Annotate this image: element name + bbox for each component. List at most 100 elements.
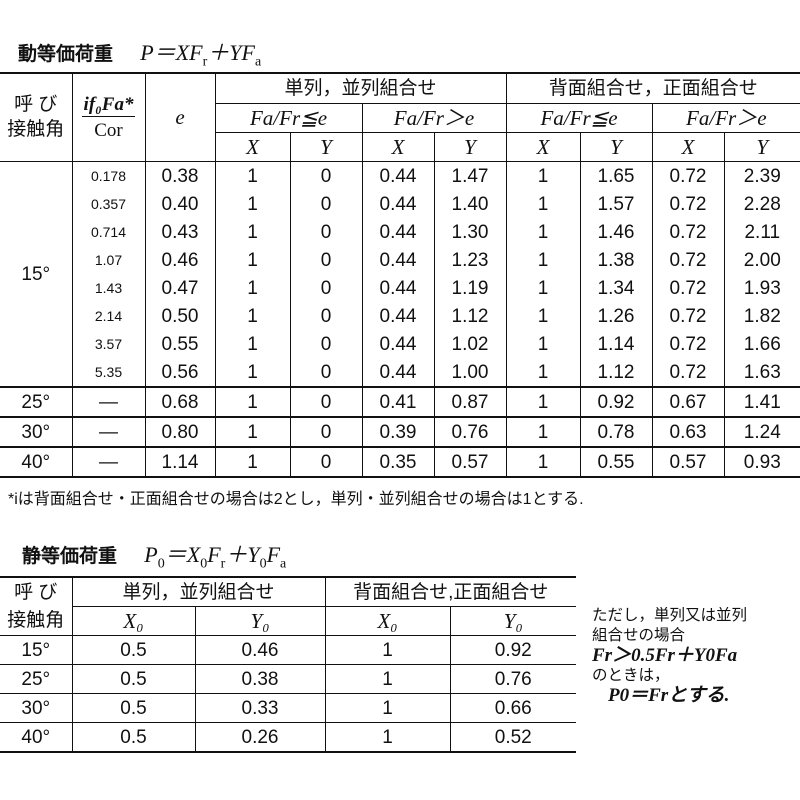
cell-angle: 15° <box>0 161 73 387</box>
cell-x2: 0.44 <box>361 190 435 218</box>
cell-y2: 0.52 <box>449 722 577 753</box>
cell-y2: 0.92 <box>449 635 577 665</box>
cell-y2: 0.76 <box>433 416 507 447</box>
cell-ratio: — <box>71 416 146 447</box>
dynamic-load-title-text: 動等価荷重 <box>18 44 114 65</box>
contact-angle-header: 呼 び 接触角 <box>0 72 73 162</box>
cell-y3: 1.12 <box>579 358 653 387</box>
cell-x1: 1 <box>214 358 291 387</box>
table-row: 40° —1.14 1 0 0.35 0.57 1 0.55 0.57 0.93 <box>0 446 800 477</box>
cell-y2: 0.76 <box>449 664 577 694</box>
cell-y1: 0 <box>289 358 363 387</box>
cell-ratio: 5.35 <box>72 358 146 387</box>
formula-sub: a <box>280 556 287 572</box>
cell-x4: 0.72 <box>651 358 725 387</box>
cell-y1: 0.46 <box>194 635 326 665</box>
formula-part: P＝XF <box>140 40 203 65</box>
cell-x4: 0.72 <box>651 218 725 246</box>
table-row: 0.714 0.43 1 0 0.44 1.30 1 1.46 0.72 2.11 <box>0 218 800 246</box>
static-load-formula: P0＝X0Fr＋Y0Fa <box>144 542 286 571</box>
cell-y1: 0 <box>289 274 363 302</box>
table-row: 0.357 0.40 1 0 0.44 1.40 1 1.57 0.72 2.28 <box>0 190 800 218</box>
formula-sub: r <box>220 556 226 572</box>
table-row: 30° —0.80 1 0 0.39 0.76 1 0.78 0.63 1.24 <box>0 416 800 447</box>
cell-e: 0.47 <box>144 274 216 302</box>
table-row: 15° 0.5 0.46 1 0.92 <box>0 635 577 665</box>
cell-y3: 0.55 <box>579 446 653 477</box>
table-row: 2.14 0.50 1 0 0.44 1.12 1 1.26 0.72 1.82 <box>0 302 800 330</box>
cell-ratio: 1.07 <box>72 246 146 274</box>
cell-y2: 1.02 <box>433 330 507 358</box>
cell-x4: 0.63 <box>651 416 725 447</box>
cell-x2: 0.41 <box>361 386 435 417</box>
cell-x2: 0.39 <box>361 416 435 447</box>
formula-part: ＋Y <box>225 542 260 567</box>
cell-x1: 1 <box>214 246 291 274</box>
cond-gt-header: Fa/Fr＞e <box>651 103 800 133</box>
cell-y4: 2.11 <box>723 218 800 246</box>
formula-part: ＝X <box>164 542 201 567</box>
cell-ratio: — <box>71 446 146 477</box>
cell-angle: 25° <box>0 386 73 417</box>
cell-x3: 1 <box>505 274 581 302</box>
cell-x3: 1 <box>505 190 581 218</box>
y0-header: Y₀ <box>194 606 326 636</box>
y-header: Y <box>579 132 653 162</box>
formula-part: P <box>144 542 158 567</box>
formula-sub: 0 <box>259 556 267 572</box>
cell-x4: 0.72 <box>651 246 725 274</box>
cell-x2: 0.44 <box>361 330 435 358</box>
cell-angle: 15° <box>0 635 73 665</box>
cell-y2: 1.30 <box>433 218 507 246</box>
cell-y1: 0.26 <box>194 722 326 753</box>
cell-angle: 40° <box>0 446 73 477</box>
cell-ratio: 0.714 <box>72 218 146 246</box>
cell-x4: 0.57 <box>651 446 725 477</box>
e-header: e <box>144 72 216 162</box>
cell-y2: 1.19 <box>433 274 507 302</box>
cond-le-header: Fa/Fr≦e <box>505 103 653 133</box>
table-row: 25° 0.5 0.38 1 0.76 <box>0 664 577 694</box>
cell-ratio: 0.357 <box>72 190 146 218</box>
cell-x3: 1 <box>505 161 581 190</box>
x-header: X <box>505 132 581 162</box>
cell-y1: 0 <box>289 330 363 358</box>
formula-sub: 0 <box>200 556 208 572</box>
side-note-line: のときは， <box>592 667 670 684</box>
formula-sub: r <box>202 54 208 70</box>
cell-y2: 0.66 <box>449 693 577 723</box>
contact-angle-header: 呼 び 接触角 <box>0 576 73 636</box>
cell-y1: 0.33 <box>194 693 326 723</box>
cell-x4: 0.72 <box>651 190 725 218</box>
table-row: 25° —0.68 1 0 0.41 0.87 1 0.92 0.67 1.41 <box>0 386 800 417</box>
cond-le-header: Fa/Fr≦e <box>215 103 363 133</box>
cell-angle: 40° <box>0 722 73 753</box>
dynamic-load-table: 呼 び 接触角 if₀Fa* Cor e 単列，並列組合せ 背面組合せ，正面組合せ… <box>0 72 800 478</box>
cell-x4: 0.72 <box>651 274 725 302</box>
single-group-header: 単列，並列組合せ <box>71 576 326 607</box>
table-row: 1.43 0.47 1 0 0.44 1.19 1 1.34 0.72 1.93 <box>0 274 800 302</box>
cell-y2: 1.47 <box>433 161 507 190</box>
cell-y2: 1.00 <box>433 358 507 387</box>
cell-y2: 1.40 <box>433 190 507 218</box>
cell-ratio: 0.178 <box>71 161 146 190</box>
cell-e: 0.43 <box>144 218 216 246</box>
x-header: X <box>651 132 725 162</box>
cell-y4: 0.93 <box>723 446 800 477</box>
cell-x3: 1 <box>505 416 581 447</box>
cell-x3: 1 <box>505 386 581 417</box>
static-load-title: 静等価荷重 P0＝X0Fr＋Y0Fa <box>22 537 286 572</box>
cond-gt-header: Fa/Fr＞e <box>361 103 507 133</box>
cell-y4: 1.24 <box>723 416 800 447</box>
cell-x2: 0.44 <box>361 161 435 190</box>
side-note-line: ただし，単列又は並列 <box>592 607 748 624</box>
cell-x2: 1 <box>324 722 451 753</box>
x-header: X <box>215 132 291 162</box>
cell-x4: 0.67 <box>651 386 725 417</box>
cell-e: 1.14 <box>144 446 216 477</box>
cell-e: 0.80 <box>144 416 216 447</box>
cell-x3: 1 <box>505 330 581 358</box>
cell-y3: 1.34 <box>579 274 653 302</box>
cell-x1: 1 <box>214 416 291 447</box>
y0-header: Y₀ <box>449 606 577 636</box>
